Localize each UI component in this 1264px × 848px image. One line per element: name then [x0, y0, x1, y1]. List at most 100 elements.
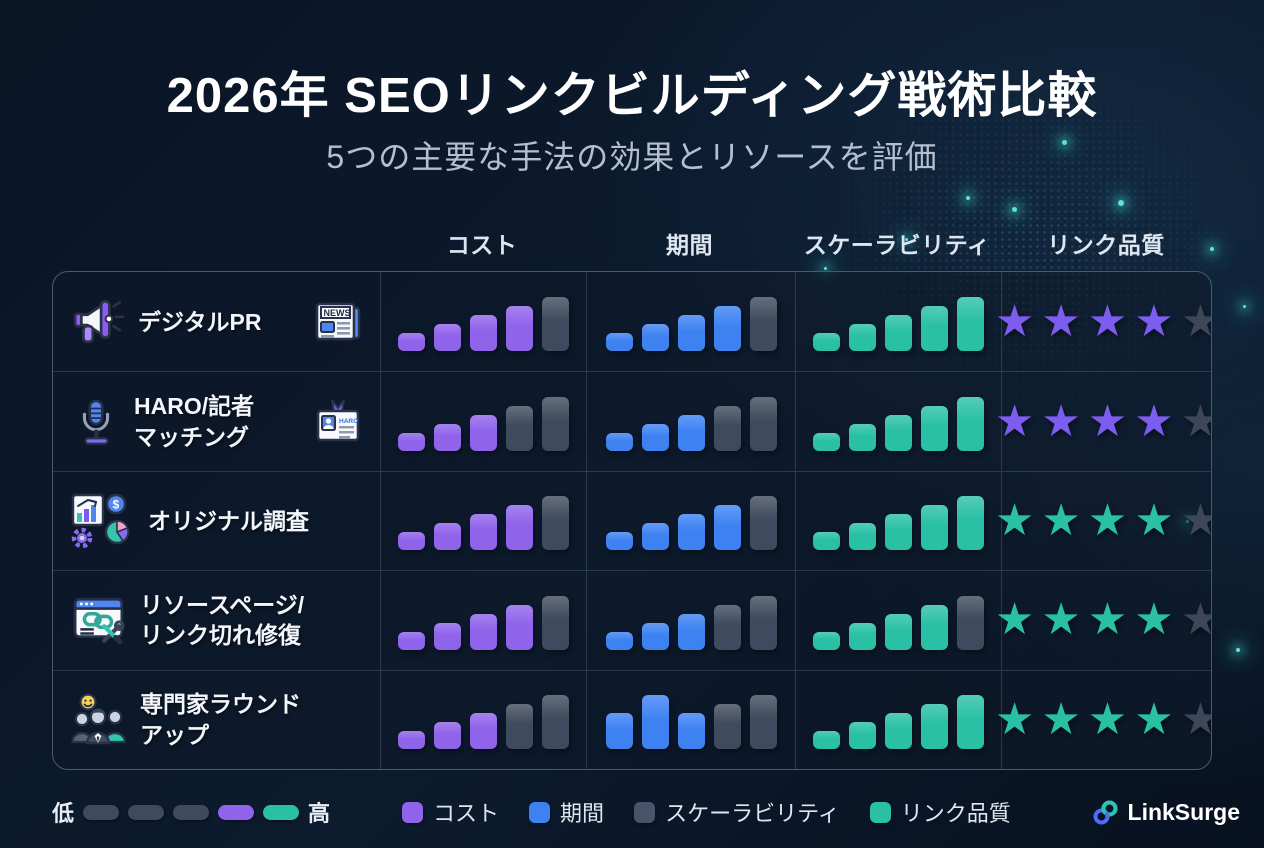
- series-legend-label: コスト: [433, 801, 500, 826]
- star-filled-icon: ★: [1087, 494, 1128, 546]
- tactic-label-line: マッチング: [134, 423, 249, 450]
- duration-bar-empty: [749, 496, 777, 551]
- scalability-bar-filled: [813, 432, 840, 451]
- cost-bar-filled: [470, 613, 497, 650]
- scalability-bar-filled: [921, 505, 948, 551]
- link-quality-stars-cell: ★★★★★: [995, 570, 1211, 670]
- series-legend-label: 期間: [560, 801, 605, 826]
- star-filled-icon: ★: [1087, 295, 1128, 347]
- star-filled-icon: ★: [994, 693, 1035, 745]
- header-link-quality: リンク品質: [1047, 232, 1165, 258]
- chain-link-icon: [1092, 799, 1119, 826]
- duration-bar-filled: [605, 333, 633, 352]
- scalability-bar-filled: [813, 731, 840, 749]
- cost-bars-cell: [380, 371, 586, 471]
- background-glow-dot: [1210, 247, 1214, 251]
- star-filled-icon: ★: [1134, 295, 1174, 347]
- cost-bar-filled: [506, 505, 533, 551]
- background-glow-dot: [1118, 200, 1124, 206]
- tactic-cell: デジタルPR NEWS: [53, 272, 380, 371]
- scalability-bar-filled: [885, 713, 912, 749]
- star-empty-icon: ★: [1181, 697, 1211, 742]
- background-glow-dot: [824, 267, 827, 270]
- scalability-bar-empty: [957, 595, 984, 650]
- duration-bars-cell: [586, 272, 795, 372]
- cost-bar-filled: [398, 631, 425, 650]
- microphone-icon: [71, 395, 121, 449]
- cost-bars-cell: [380, 470, 586, 571]
- megaphone-icon: [71, 295, 125, 349]
- duration-bar-empty: [749, 396, 777, 451]
- press-badge-icon: HARO: [312, 396, 364, 448]
- scalability-bars-cell: [795, 470, 1001, 571]
- scale-low-label: 低: [52, 801, 75, 826]
- tactic-cell: $ オリジナル調査: [53, 470, 380, 570]
- cost-bar-filled: [398, 333, 425, 352]
- cost-bar-filled: [434, 324, 461, 352]
- duration-bar-filled: [641, 523, 669, 551]
- star-filled-icon: ★: [994, 594, 1035, 646]
- star-filled-icon: ★: [994, 395, 1035, 447]
- tactic-label: デジタルPR: [138, 307, 262, 337]
- star-empty-icon: ★: [1181, 399, 1211, 444]
- tactic-label-line: アップ: [140, 721, 209, 748]
- star-filled-icon: ★: [1134, 594, 1174, 646]
- scalability-bar-filled: [813, 532, 840, 551]
- scalability-bar-filled: [957, 695, 984, 749]
- research-chart-icon: $: [71, 493, 135, 549]
- scalability-bar-filled: [921, 604, 948, 650]
- svg-text:NEWS: NEWS: [324, 308, 351, 318]
- duration-bar-filled: [605, 631, 633, 650]
- tactic-cell: リソースページ/リンク切れ修復: [53, 570, 380, 669]
- scalability-bar-filled: [957, 396, 984, 451]
- expert-group-icon: [71, 692, 127, 748]
- scalability-bar-filled: [813, 631, 840, 650]
- scalability-bar-filled: [849, 523, 876, 551]
- cost-bar-filled: [506, 306, 533, 352]
- tactic-label: リソースページ/リンク切れ修復: [140, 590, 304, 651]
- scalability-bars-cell: [795, 272, 1001, 372]
- scale-pill: [83, 804, 120, 820]
- star-filled-icon: ★: [1041, 395, 1081, 447]
- background-glow-dot: [1243, 305, 1246, 308]
- star-empty-icon: ★: [1181, 498, 1211, 543]
- series-legend: コスト 期間 スケーラビリティ リンク品質: [402, 796, 1011, 828]
- scalability-bar-filled: [885, 514, 912, 551]
- header-duration: 期間: [666, 232, 713, 258]
- tactic-label-line: 専門家ラウンド: [140, 691, 301, 718]
- cost-bar-empty: [542, 297, 569, 352]
- duration-bar-filled: [641, 324, 669, 352]
- cost-bar-filled: [398, 731, 425, 749]
- tactic-cell: HARO/記者 マッチング HARO: [53, 371, 380, 470]
- scalability-bar-filled: [813, 333, 840, 352]
- cost-bar-filled: [398, 532, 425, 551]
- duration-bar-filled: [677, 315, 705, 352]
- scale-pill: [128, 804, 165, 820]
- cost-bar-filled: [434, 622, 461, 650]
- series-swatch: [402, 801, 424, 823]
- svg-text:$: $: [113, 497, 120, 511]
- duration-bar-filled: [713, 306, 741, 352]
- duration-bar-filled: [713, 505, 741, 551]
- duration-bar-empty: [749, 297, 777, 352]
- series-legend-item: スケーラビリティ: [634, 796, 840, 828]
- scalability-bar-filled: [885, 315, 912, 352]
- header-cost: コスト: [446, 232, 518, 258]
- cost-bar-filled: [470, 713, 497, 749]
- cost-bar-filled: [398, 432, 425, 451]
- duration-bar-filled: [605, 713, 633, 749]
- header-scalability: スケーラビリティ: [803, 232, 991, 258]
- cost-bars-cell: [380, 669, 586, 769]
- duration-bar-filled: [605, 432, 633, 451]
- newspaper-icon: NEWS: [312, 296, 364, 348]
- cost-bar-filled: [434, 423, 461, 451]
- star-filled-icon: ★: [1041, 594, 1081, 646]
- duration-bar-empty: [713, 604, 741, 650]
- scale-pill: [263, 804, 300, 820]
- background-glow-dot: [1062, 140, 1067, 145]
- tactic-label-line: HARO/記者: [134, 393, 255, 420]
- scale-pills: [83, 804, 300, 820]
- duration-bar-filled: [641, 423, 669, 451]
- page-subtitle: 5つの主要な手法の効果とリソースを評価: [326, 139, 938, 175]
